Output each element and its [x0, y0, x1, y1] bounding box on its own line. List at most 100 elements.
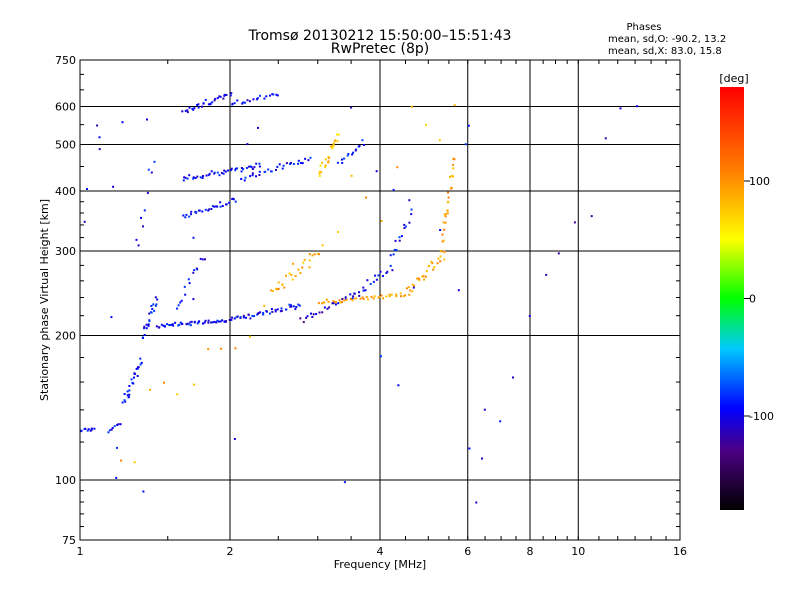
- echo-point: [297, 159, 300, 162]
- echo-point: [442, 239, 445, 242]
- echo-point: [242, 314, 245, 317]
- echo-point: [247, 313, 250, 316]
- echo-point: [181, 323, 183, 325]
- echo-point: [202, 102, 205, 105]
- echo-point: [192, 176, 195, 179]
- echo-point: [142, 490, 145, 493]
- echo-point: [149, 388, 152, 391]
- echo-point: [343, 157, 346, 160]
- echo-point: [143, 327, 146, 330]
- echo-point: [223, 169, 226, 172]
- y-tick-label: 600: [55, 101, 76, 114]
- echo-point: [437, 257, 440, 260]
- echo-point: [201, 322, 204, 325]
- echo-point: [336, 133, 339, 136]
- echo-point: [184, 216, 187, 219]
- echo-point: [189, 324, 192, 327]
- echo-point: [258, 170, 261, 173]
- colorbar-ticks: 100 0 -100: [744, 175, 774, 423]
- echo-point: [136, 366, 139, 369]
- echo-point: [96, 124, 99, 127]
- echo-point: [349, 298, 352, 300]
- echo-point: [307, 159, 310, 162]
- echo-point: [636, 105, 639, 108]
- echo-point: [155, 325, 158, 328]
- echo-point: [468, 447, 471, 450]
- echo-point: [303, 258, 306, 261]
- x-tick-label: 2: [227, 545, 234, 558]
- echo-point: [128, 393, 131, 396]
- echo-point: [193, 269, 196, 272]
- echo-point: [111, 426, 114, 429]
- echo-point: [411, 290, 414, 293]
- echo-point: [319, 164, 322, 167]
- echo-point: [255, 98, 258, 101]
- echo-point: [152, 303, 155, 306]
- echo-point: [186, 177, 189, 180]
- echo-point: [351, 153, 354, 156]
- echo-point: [133, 373, 136, 375]
- echo-point: [207, 103, 210, 106]
- echo-point: [182, 214, 185, 217]
- echo-point: [441, 233, 444, 236]
- echo-point: [154, 304, 157, 307]
- echo-point: [258, 162, 261, 165]
- x-tick-label: 8: [527, 545, 534, 558]
- y-tick-label: 400: [55, 185, 76, 198]
- echo-point: [422, 275, 425, 277]
- chart-title: Tromsø 20130212 15:50:00–15:51:43: [248, 28, 512, 44]
- x-tick-label: 16: [673, 545, 687, 558]
- echo-point: [252, 98, 255, 101]
- echo-point: [290, 305, 293, 308]
- echo-point: [394, 239, 397, 242]
- echo-point: [113, 425, 116, 428]
- y-axis-label: Stationary phase Virtual Height [km]: [38, 199, 51, 401]
- echo-point: [258, 165, 261, 168]
- echo-point: [424, 275, 427, 278]
- echo-point: [395, 295, 398, 298]
- echo-point: [253, 315, 256, 318]
- echo-point: [240, 170, 243, 173]
- colorbar: [720, 87, 744, 510]
- echo-point: [216, 319, 219, 322]
- echo-point: [299, 317, 302, 320]
- echo-point: [227, 169, 230, 172]
- echo-point: [386, 270, 389, 273]
- echo-point: [209, 103, 212, 106]
- echo-point: [388, 295, 391, 297]
- echo-point: [265, 95, 268, 98]
- echo-point: [270, 289, 273, 292]
- echo-point: [343, 299, 346, 302]
- echo-point: [366, 279, 369, 282]
- echo-point: [242, 316, 245, 319]
- echo-point: [403, 295, 405, 298]
- echo-point: [117, 423, 120, 426]
- echo-point: [425, 270, 428, 273]
- echo-point: [247, 165, 250, 168]
- echo-point: [341, 298, 344, 300]
- echo-point: [358, 145, 361, 147]
- grid-lines: [80, 60, 680, 540]
- echo-point: [269, 94, 271, 97]
- echo-point: [353, 292, 356, 295]
- echo-point: [190, 210, 193, 213]
- echo-point: [453, 158, 456, 161]
- echo-point: [512, 376, 514, 379]
- echo-point: [257, 126, 259, 129]
- echo-point: [86, 188, 88, 190]
- echo-point: [276, 288, 279, 291]
- colorbar-tick-label: 100: [749, 175, 770, 188]
- echo-point: [443, 228, 446, 231]
- echo-point: [280, 307, 283, 310]
- echo-point: [410, 208, 413, 211]
- echo-point: [116, 424, 119, 426]
- echo-point: [263, 97, 266, 100]
- echo-point: [83, 220, 86, 223]
- echo-point: [197, 106, 200, 109]
- echo-point: [162, 324, 165, 327]
- echo-point: [317, 302, 320, 305]
- echo-point: [404, 225, 407, 228]
- echo-point: [352, 295, 355, 298]
- echo-point: [412, 286, 415, 289]
